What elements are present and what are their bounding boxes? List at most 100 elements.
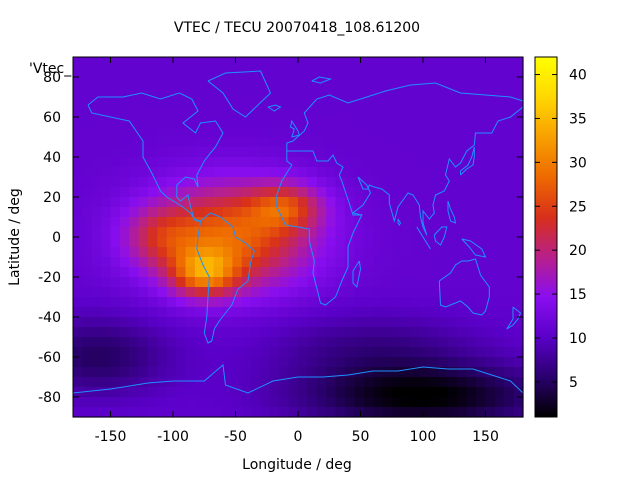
heat-cell bbox=[269, 77, 280, 88]
heat-cell bbox=[82, 397, 93, 408]
heat-cell bbox=[260, 57, 271, 68]
heat-cell bbox=[457, 67, 468, 78]
heat-cell bbox=[344, 157, 355, 168]
heat-cell bbox=[494, 397, 505, 408]
heat-cell bbox=[110, 117, 121, 128]
heat-cell bbox=[354, 227, 365, 238]
heat-cell bbox=[288, 287, 299, 298]
heat-cell bbox=[166, 87, 177, 98]
heat-cell bbox=[382, 187, 393, 198]
heat-cell bbox=[391, 87, 402, 98]
heat-cell bbox=[354, 207, 365, 218]
heat-cell bbox=[354, 57, 365, 68]
heat-cell bbox=[194, 227, 205, 238]
heat-cell bbox=[166, 247, 177, 258]
heat-cell bbox=[457, 167, 468, 178]
heat-cell bbox=[448, 397, 458, 408]
heat-cell bbox=[223, 357, 233, 368]
heat-cell bbox=[176, 307, 187, 318]
heat-cell bbox=[429, 307, 440, 318]
heat-cell bbox=[166, 187, 177, 198]
heat-cell bbox=[438, 217, 449, 228]
heat-cell bbox=[476, 177, 487, 188]
heat-cell bbox=[391, 347, 402, 358]
heat-cell bbox=[223, 77, 233, 88]
heat-cell bbox=[148, 387, 158, 398]
heat-cell bbox=[466, 277, 477, 288]
heat-cell bbox=[354, 407, 365, 418]
heat-cell bbox=[129, 157, 140, 168]
heat-cell bbox=[251, 207, 262, 218]
heat-cell bbox=[119, 267, 130, 278]
heat-cell bbox=[298, 347, 308, 358]
heat-cell bbox=[166, 137, 177, 148]
heat-cell bbox=[157, 387, 168, 398]
heat-cell bbox=[298, 167, 308, 178]
heat-cell bbox=[157, 157, 168, 168]
heat-cell bbox=[204, 207, 215, 218]
heat-cell bbox=[513, 387, 524, 398]
heat-cell bbox=[401, 157, 412, 168]
heat-cell bbox=[419, 347, 430, 358]
heat-cell bbox=[335, 327, 346, 338]
heat-cell bbox=[241, 197, 252, 208]
heat-cell bbox=[410, 347, 421, 358]
heat-cell bbox=[429, 187, 440, 198]
heat-cell bbox=[438, 287, 449, 298]
heat-cell bbox=[326, 217, 337, 228]
heat-cell bbox=[176, 237, 187, 248]
heat-cell bbox=[148, 317, 158, 328]
heat-cell bbox=[119, 167, 130, 178]
heat-cell bbox=[307, 77, 318, 88]
heat-cell bbox=[410, 297, 421, 308]
heat-cell bbox=[494, 167, 505, 178]
heat-cell bbox=[73, 147, 83, 158]
heat-cell bbox=[213, 367, 224, 378]
heat-cell bbox=[223, 297, 233, 308]
heat-cell bbox=[410, 397, 421, 408]
heat-cell bbox=[448, 117, 458, 128]
heat-cell bbox=[194, 187, 205, 198]
heat-cell bbox=[82, 267, 93, 278]
heat-cell bbox=[110, 217, 121, 228]
heat-cell bbox=[326, 167, 337, 178]
heat-cell bbox=[438, 317, 449, 328]
heat-cell bbox=[429, 157, 440, 168]
heat-cell bbox=[73, 67, 83, 78]
heat-cell bbox=[204, 217, 215, 228]
heat-cell bbox=[373, 407, 383, 418]
heat-cell bbox=[298, 87, 308, 98]
heat-cell bbox=[382, 397, 393, 408]
heat-cell bbox=[185, 107, 196, 118]
heat-cell bbox=[241, 77, 252, 88]
heat-cell bbox=[129, 97, 140, 108]
heat-cell bbox=[419, 147, 430, 158]
heat-cell bbox=[204, 287, 215, 298]
heat-cell bbox=[166, 257, 177, 268]
heat-cell bbox=[232, 197, 243, 208]
heat-cell bbox=[279, 347, 290, 358]
chart-title: VTEC / TECU 20070418_108.61200 bbox=[174, 20, 420, 36]
heat-cell bbox=[260, 307, 271, 318]
heat-cell bbox=[401, 207, 412, 218]
heat-cell bbox=[354, 147, 365, 158]
heat-cell bbox=[438, 367, 449, 378]
heat-cell bbox=[466, 287, 477, 298]
heat-cell bbox=[288, 337, 299, 348]
heat-cell bbox=[344, 337, 355, 348]
heat-cell bbox=[476, 367, 487, 378]
heat-cell bbox=[513, 157, 524, 168]
heat-cell bbox=[157, 227, 168, 238]
heat-cell bbox=[438, 397, 449, 408]
heat-cell bbox=[429, 367, 440, 378]
heat-cell bbox=[73, 247, 83, 258]
heat-cell bbox=[466, 367, 477, 378]
heat-cell bbox=[494, 297, 505, 308]
heat-cell bbox=[223, 187, 233, 198]
heat-cell bbox=[326, 307, 337, 318]
heat-cell bbox=[288, 197, 299, 208]
heat-cell bbox=[129, 397, 140, 408]
heat-cell bbox=[307, 227, 318, 238]
heat-cell bbox=[298, 367, 308, 378]
heat-cell bbox=[129, 267, 140, 278]
